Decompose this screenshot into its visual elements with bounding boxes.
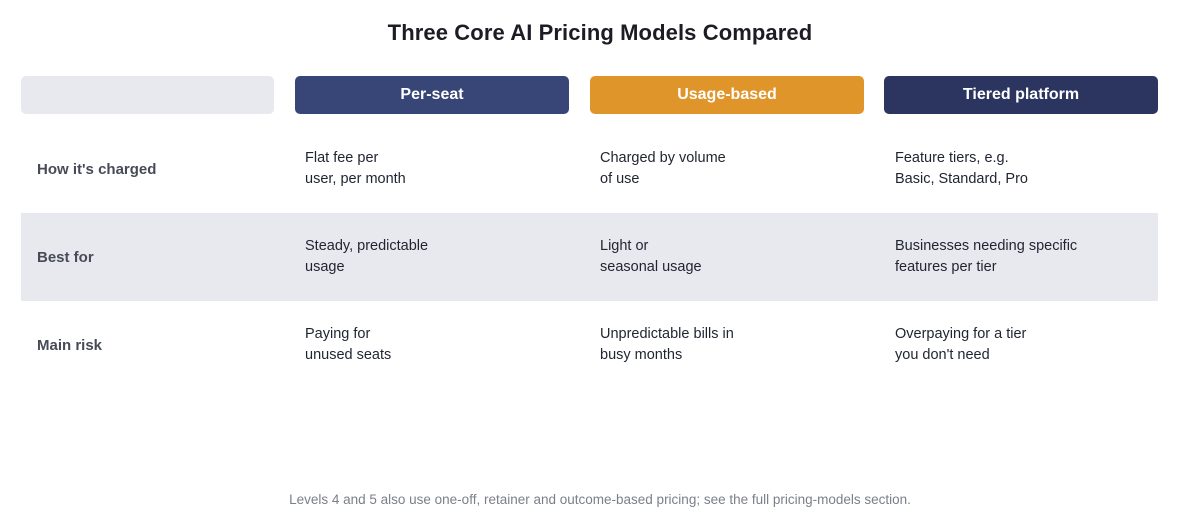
header-blank-cell: [21, 76, 274, 114]
cell-line: Flat fee per: [305, 150, 379, 166]
cell-line: seasonal usage: [600, 259, 702, 275]
cell-line: Unpredictable bills in: [600, 326, 734, 342]
table-cell: Steady, predictable usage: [305, 213, 565, 301]
table-cell: Unpredictable bills in busy months: [600, 301, 860, 389]
cell-line: Feature tiers, e.g.: [895, 150, 1009, 166]
cell-line: you don't need: [895, 347, 990, 363]
cell-line: of use: [600, 171, 640, 187]
table-cell: Feature tiers, e.g. Basic, Standard, Pro: [895, 125, 1155, 213]
cell-line: Overpaying for a tier: [895, 326, 1027, 342]
table-cell: Paying for unused seats: [305, 301, 565, 389]
cell-line: features per tier: [895, 259, 997, 275]
table-cell: Flat fee per user, per month: [305, 125, 565, 213]
column-header-row: Per-seat Usage-based Tiered platform: [21, 76, 1158, 114]
cell-line: Businesses needing specific: [895, 238, 1078, 254]
row-label: How it's charged: [37, 160, 157, 178]
cell-line: Steady, predictable: [305, 238, 429, 254]
cell-line: Basic, Standard, Pro: [895, 171, 1028, 187]
page-title: Three Core AI Pricing Models Compared: [387, 20, 813, 45]
table-cell: Overpaying for a tier you don't need: [895, 301, 1155, 389]
table-cell: Businesses needing specific features per…: [895, 213, 1155, 301]
column-header-tiered-platform: Tiered platform: [884, 76, 1158, 114]
cell-line: user, per month: [305, 171, 406, 187]
row-label: Best for: [37, 248, 94, 266]
table-row-main-risk: Main risk Paying for unused seats Unpred…: [21, 301, 1158, 389]
column-header-per-seat: Per-seat: [295, 76, 569, 114]
cell-line: busy months: [600, 347, 683, 363]
cell-line: Light or: [600, 238, 649, 254]
cell-line: Paying for: [305, 326, 371, 342]
table-cell: Light or seasonal usage: [600, 213, 860, 301]
table-row-best-for: Best for Steady, predictable usage Light…: [21, 213, 1158, 301]
cell-line: Charged by volume: [600, 150, 726, 166]
table-cell: Charged by volume of use: [600, 125, 860, 213]
cell-line: usage: [305, 259, 345, 275]
column-header-usage-based: Usage-based: [590, 76, 864, 114]
row-label: Main risk: [37, 336, 103, 354]
cell-line: unused seats: [305, 347, 392, 363]
footnote: Levels 4 and 5 also use one-off, retaine…: [289, 492, 911, 507]
table-row-how-charged: How it's charged Flat fee per user, per …: [21, 125, 1158, 213]
